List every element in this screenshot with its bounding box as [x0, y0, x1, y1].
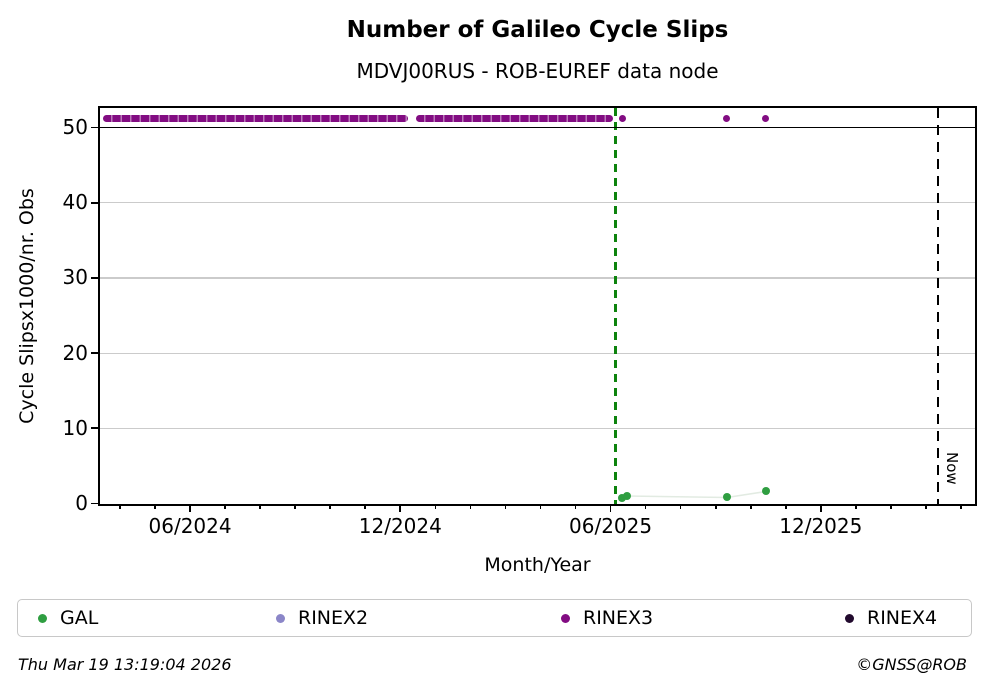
x-minor-tick [574, 504, 577, 509]
x-tick-label: 12/2025 [779, 514, 863, 538]
x-tick-label: 06/2025 [569, 514, 653, 538]
now-line [937, 108, 940, 504]
legend-label-rinex3: RINEX3 [583, 607, 654, 629]
x-minor-tick [469, 504, 472, 509]
x-minor-tick [154, 504, 156, 509]
x-minor-tick [224, 504, 226, 509]
rinex3-band-segment [103, 115, 408, 123]
gal-connector-line [621, 490, 766, 499]
plot-area: 0 10 20 30 40 50 06/2024 12/2024 06/2025 12/2025 N… [63, 106, 977, 538]
chart-title: Number of Galileo Cycle Slips [346, 17, 729, 43]
legend-item-rinex2: RINEX2 [276, 600, 368, 636]
x-minor-tick [960, 504, 962, 509]
x-minor-tick [504, 504, 507, 509]
gal-point [761, 487, 770, 496]
threshold-line-50 [100, 126, 975, 129]
credit-text: ©GNSS@ROB [856, 655, 967, 674]
y-tick [91, 277, 100, 279]
x-minor-tick [119, 504, 121, 509]
now-label: Now [943, 452, 962, 485]
rinex3-point [618, 115, 626, 123]
x-major-tick [399, 504, 402, 512]
x-tick-label: 06/2024 [148, 514, 232, 538]
gal-point [618, 494, 627, 503]
x-major-tick [819, 504, 822, 512]
grid-line [100, 202, 975, 204]
rinex3-point [722, 115, 730, 123]
x-minor-tick [749, 504, 752, 509]
legend-label-rinex2: RINEX2 [298, 607, 369, 629]
legend-item-rinex4: RINEX4 [845, 600, 937, 636]
legend-label-gal: GAL [60, 607, 99, 629]
gal-marker-icon [38, 613, 47, 623]
grid-line [100, 427, 975, 429]
event-line [613, 108, 617, 504]
rinex3-marker-icon [561, 613, 570, 623]
x-minor-tick [679, 504, 682, 509]
grid-line [100, 352, 975, 354]
x-minor-tick [294, 504, 297, 509]
y-axis-label: Cycle Slipsx1000/nr. Obs [16, 188, 38, 424]
x-minor-tick [434, 504, 437, 509]
x-minor-tick [784, 504, 787, 509]
x-minor-tick [890, 504, 892, 509]
gal-point [722, 493, 731, 502]
y-tick [91, 201, 100, 204]
y-tick-label: 40 [62, 190, 88, 215]
x-minor-tick [644, 504, 647, 509]
rinex4-marker-icon [845, 613, 854, 623]
y-tick-label: 50 [62, 115, 88, 140]
timestamp-text: Thu Mar 19 13:19:04 2026 [18, 655, 232, 674]
rinex2-marker-icon [276, 613, 285, 623]
x-major-tick [609, 504, 612, 512]
legend-label-rinex4: RINEX4 [867, 607, 938, 629]
y-tick-label: 10 [62, 415, 88, 440]
chart-subtitle: MDVJ00RUS - ROB-EUREF data node [356, 59, 719, 83]
gal-point [623, 491, 632, 500]
y-tick [91, 352, 100, 354]
legend: GAL RINEX2 RINEX3 RINEX4 [17, 599, 972, 637]
x-minor-tick [855, 504, 857, 509]
x-minor-tick [714, 504, 717, 509]
rinex3-band-segment [416, 115, 613, 123]
x-minor-tick [329, 504, 332, 509]
y-tick-label: 30 [62, 265, 88, 290]
y-tick-label: 20 [62, 340, 88, 365]
y-tick [91, 427, 100, 430]
rinex3-point [762, 115, 770, 123]
x-tick-label: 12/2024 [358, 514, 442, 538]
y-tick [91, 126, 100, 129]
x-major-tick [189, 504, 191, 512]
x-minor-tick [925, 504, 927, 509]
y-tick [91, 502, 100, 505]
legend-item-gal: GAL [38, 600, 98, 636]
x-minor-tick [539, 504, 542, 509]
x-minor-tick [364, 504, 367, 509]
x-axis-label: Month/Year [484, 554, 591, 576]
legend-item-rinex3: RINEX3 [561, 600, 653, 636]
y-tick-label: 0 [75, 491, 88, 515]
grid-line [100, 277, 975, 279]
x-minor-tick [259, 504, 261, 509]
